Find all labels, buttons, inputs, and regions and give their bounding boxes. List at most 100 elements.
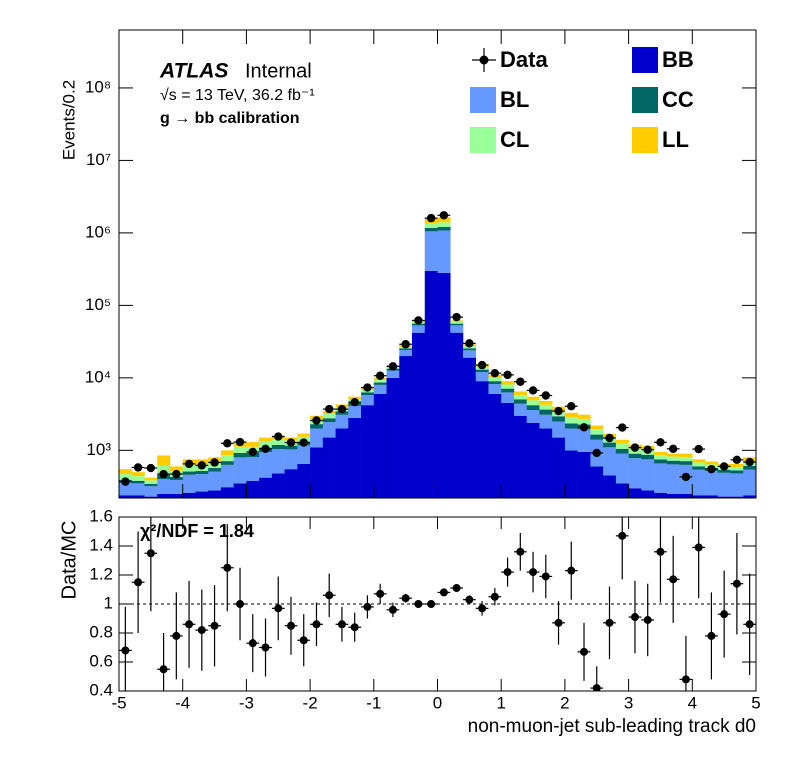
histogram-bar xyxy=(743,469,756,496)
data-point xyxy=(564,402,578,411)
histogram-bar xyxy=(361,395,375,406)
data-point xyxy=(462,339,476,348)
histogram-bar xyxy=(424,227,438,232)
histogram-bar xyxy=(119,482,133,496)
histogram-bar xyxy=(399,356,413,498)
ratio-point xyxy=(539,554,553,599)
legend-item: CC xyxy=(632,87,694,113)
data-marker xyxy=(465,339,474,348)
data-point xyxy=(705,464,718,474)
data-point xyxy=(259,444,272,454)
ratio-marker xyxy=(350,623,359,632)
histogram-bar xyxy=(539,428,553,498)
histogram-bar xyxy=(220,487,234,498)
data-marker xyxy=(325,404,334,414)
ratio-marker xyxy=(261,643,270,652)
data-marker xyxy=(503,370,512,380)
status-label: Internal xyxy=(245,60,312,82)
x-tick-label: 3 xyxy=(624,693,633,712)
data-marker xyxy=(630,443,640,452)
y-tick-label: 10⁸ xyxy=(85,77,111,96)
data-point xyxy=(513,377,527,386)
data-marker xyxy=(235,437,245,447)
histogram-bar xyxy=(654,492,668,498)
data-point xyxy=(373,371,387,380)
ratio-marker xyxy=(363,602,372,611)
x-tick-label: 2 xyxy=(560,693,569,712)
histogram-bar xyxy=(437,272,451,498)
data-marker xyxy=(299,438,308,447)
histogram-bar xyxy=(233,446,247,453)
histogram-bar xyxy=(361,405,375,498)
data-point xyxy=(310,416,323,425)
histogram-bar xyxy=(144,480,158,484)
histogram-bar xyxy=(564,428,578,451)
histogram-bar xyxy=(705,470,719,496)
ratio-plot-area xyxy=(119,517,756,691)
ratio-marker xyxy=(681,675,690,684)
y-tick-label: 0.8 xyxy=(89,622,113,641)
ratio-point xyxy=(730,532,744,635)
ratio-point xyxy=(717,570,731,658)
histogram-bar xyxy=(539,409,553,415)
ratio-point xyxy=(450,584,463,593)
histogram-bar xyxy=(526,422,540,498)
data-marker xyxy=(261,444,270,454)
histogram-bar xyxy=(131,480,145,484)
histogram-bar xyxy=(692,462,706,467)
ratio-marker xyxy=(720,610,729,619)
histogram-bar xyxy=(144,477,158,481)
data-point xyxy=(539,391,553,400)
x-tick-label: -5 xyxy=(111,693,126,712)
ratio-marker xyxy=(427,600,436,608)
ratio-point xyxy=(157,633,170,691)
histogram-bar xyxy=(169,466,183,471)
histogram-bar xyxy=(386,377,400,498)
data-point xyxy=(335,404,349,414)
data-marker xyxy=(312,416,321,425)
data-point xyxy=(144,463,158,473)
histogram-bar xyxy=(169,476,183,480)
ratio-marker xyxy=(478,604,487,613)
ratio-marker xyxy=(452,584,461,593)
histogram-bar xyxy=(182,464,196,472)
histogram-bar xyxy=(297,433,311,437)
data-point xyxy=(692,444,706,454)
data-marker xyxy=(477,360,487,370)
histogram-bar xyxy=(679,453,693,457)
ratio-point xyxy=(513,532,527,571)
x-axis-label: non-muon-jet sub-leading track d0 xyxy=(468,716,756,737)
histogram-bar xyxy=(335,428,349,498)
data-point xyxy=(271,432,285,441)
ratio-marker xyxy=(656,547,665,556)
data-point xyxy=(169,469,183,479)
y-axis-label: Events/0.2 xyxy=(59,80,78,160)
data-point xyxy=(730,455,744,465)
histogram-bar xyxy=(641,459,655,491)
legend-label: CC xyxy=(662,87,694,112)
histogram-bar xyxy=(730,473,744,497)
data-marker xyxy=(363,383,372,392)
ratio-point xyxy=(501,557,514,587)
histogram-bar xyxy=(666,460,680,465)
histogram-bar xyxy=(564,412,578,418)
histogram-bar xyxy=(666,456,680,461)
ratio-marker xyxy=(707,631,716,640)
data-point xyxy=(437,211,451,220)
histogram-bar xyxy=(450,332,464,498)
histogram-bar xyxy=(220,450,234,456)
ratio-point xyxy=(424,600,438,608)
histogram-bar xyxy=(590,466,604,498)
ratio-point xyxy=(705,592,718,680)
histogram-bar xyxy=(144,486,158,497)
ratio-marker xyxy=(185,620,194,629)
histogram-bar xyxy=(322,437,336,498)
data-point xyxy=(297,438,311,447)
histogram-bar xyxy=(271,473,285,498)
histogram-bar xyxy=(297,463,311,498)
histogram-bar xyxy=(552,437,566,498)
histogram-bar xyxy=(144,496,158,498)
histogram-bar xyxy=(705,461,719,465)
histogram-bar xyxy=(641,490,655,498)
